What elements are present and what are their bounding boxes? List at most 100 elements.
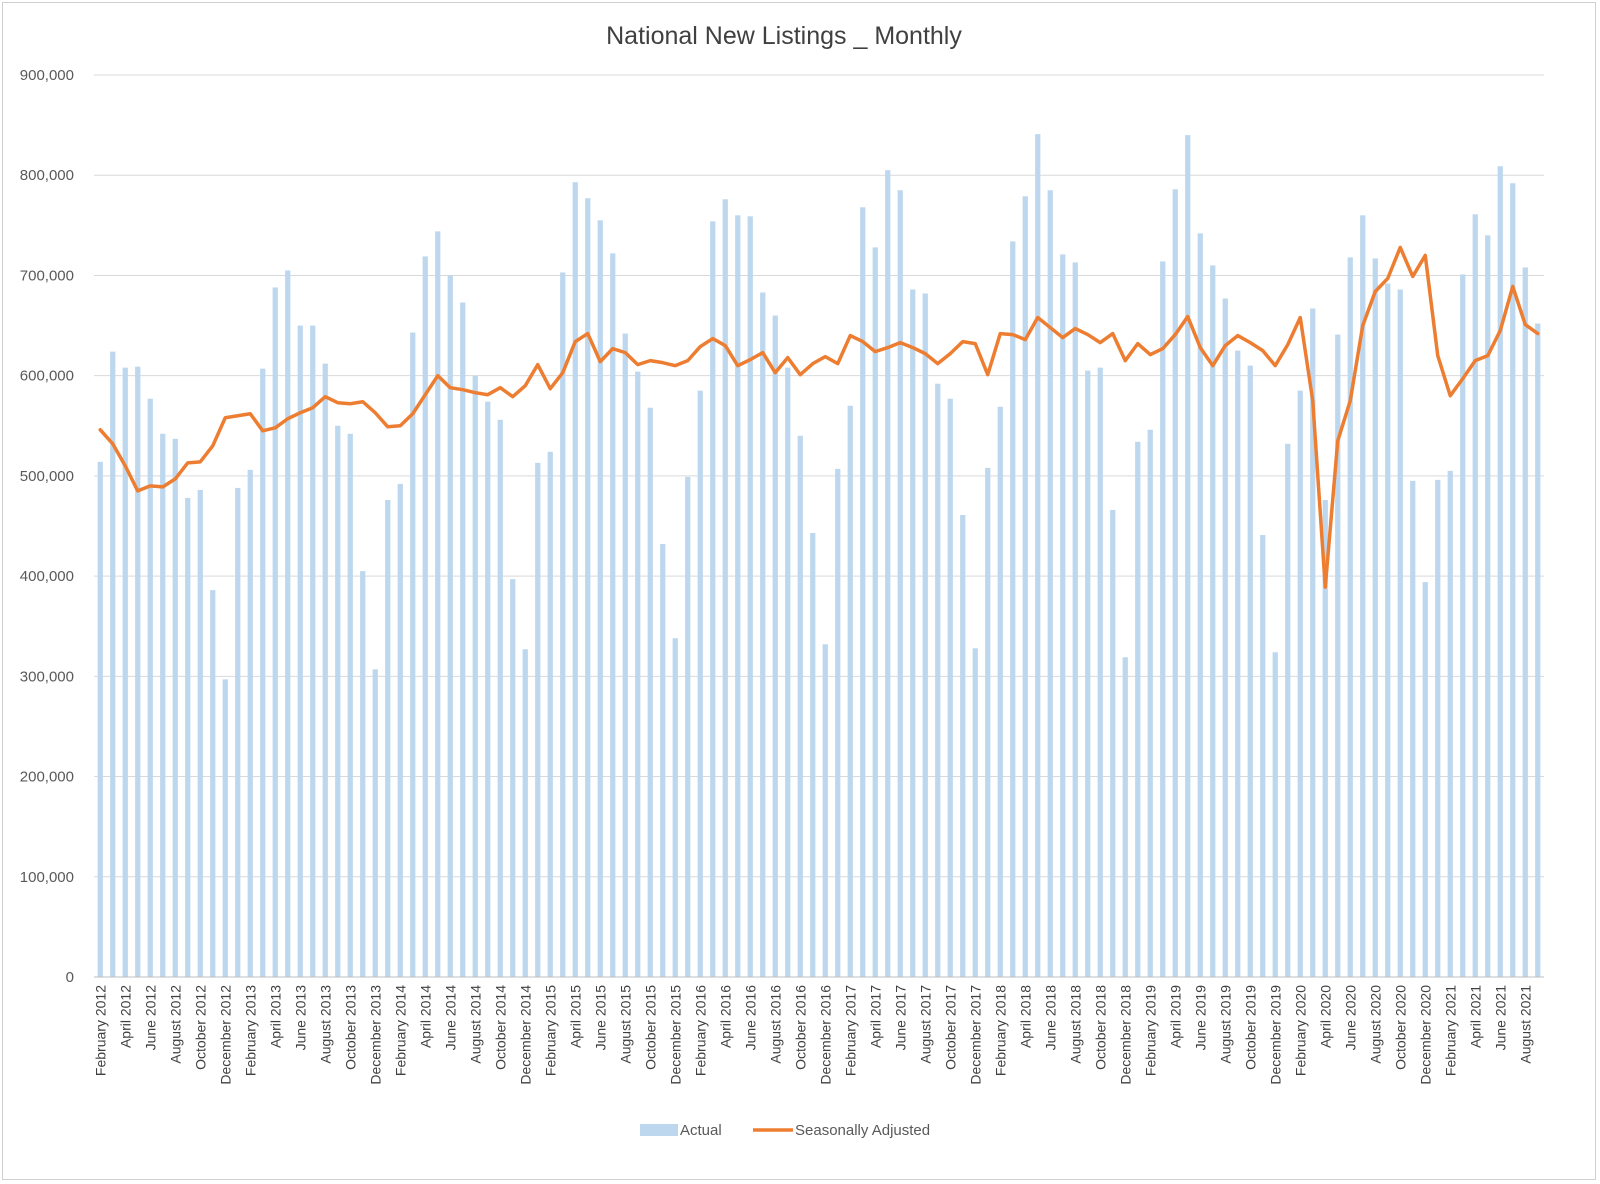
actual-bars — [97, 134, 1541, 978]
x-tick-label: August 2012 — [167, 985, 183, 1064]
x-tick-label: October 2019 — [1242, 985, 1258, 1070]
x-tick-label: August 2018 — [1067, 985, 1083, 1064]
bar-actual — [1260, 535, 1266, 977]
bar-actual — [1385, 283, 1391, 977]
y-tick-label: 100,000 — [20, 869, 74, 886]
x-tick-label: June 2013 — [292, 985, 308, 1051]
bar-actual — [1397, 289, 1403, 977]
bar-actual — [1297, 390, 1303, 977]
x-tick-label: August 2013 — [317, 985, 333, 1064]
bar-actual — [985, 467, 991, 977]
bar-actual — [972, 648, 978, 977]
bar-actual — [797, 435, 803, 977]
x-tick-label: April 2014 — [417, 985, 433, 1048]
bar-actual — [960, 514, 966, 977]
bar-actual — [560, 272, 566, 978]
bar-actual — [1197, 233, 1203, 978]
bar-actual — [597, 220, 603, 978]
x-tick-label: June 2020 — [1342, 985, 1358, 1051]
x-tick-label: February 2021 — [1442, 985, 1458, 1076]
bar-actual — [885, 170, 891, 977]
bar-actual — [122, 367, 128, 977]
bar-actual — [1535, 323, 1541, 977]
x-tick-label: June 2015 — [592, 985, 608, 1051]
bar-actual — [1185, 135, 1191, 978]
bar-actual — [897, 190, 903, 977]
bar-actual — [1285, 443, 1291, 978]
x-tick-label: December 2012 — [217, 985, 233, 1085]
bar-actual — [472, 375, 478, 978]
bar-actual — [385, 499, 391, 977]
x-tick-label: August 2014 — [467, 985, 483, 1064]
x-tick-label: August 2021 — [1517, 985, 1533, 1064]
bar-actual — [860, 207, 866, 977]
y-tick-label: 700,000 — [20, 267, 74, 284]
x-tick-label: February 2017 — [842, 985, 858, 1076]
bar-actual — [1135, 441, 1141, 977]
bar-actual — [660, 544, 666, 977]
bar-actual — [910, 289, 916, 977]
bar-actual — [710, 221, 716, 977]
bar-actual — [785, 367, 791, 977]
x-tick-label: October 2014 — [492, 985, 508, 1070]
bar-actual — [1472, 214, 1478, 977]
bar-actual — [285, 270, 291, 977]
bar-actual — [510, 579, 516, 977]
x-tick-label: October 2015 — [642, 985, 658, 1070]
bar-actual — [1160, 261, 1166, 977]
bar-actual — [1335, 334, 1341, 977]
x-tick-label: October 2018 — [1092, 985, 1108, 1070]
bar-actual — [1085, 370, 1091, 978]
x-tick-label: December 2020 — [1417, 985, 1433, 1085]
bar-actual — [185, 497, 191, 977]
bar-actual — [1122, 657, 1128, 977]
x-tick-label: June 2012 — [142, 985, 158, 1051]
bar-actual — [1035, 134, 1041, 977]
x-tick-label: December 2013 — [367, 985, 383, 1085]
x-tick-label: December 2016 — [817, 985, 833, 1085]
bar-actual — [97, 461, 103, 977]
bar-actual — [1047, 190, 1053, 977]
y-tick-label: 500,000 — [20, 468, 74, 485]
bar-actual — [485, 401, 491, 977]
bar-actual — [935, 383, 941, 977]
x-tick-label: February 2020 — [1292, 985, 1308, 1076]
x-tick-label: February 2013 — [242, 985, 258, 1076]
bar-actual — [135, 366, 141, 977]
bar-actual — [1447, 470, 1453, 977]
bar-actual — [722, 199, 728, 977]
x-tick-label: August 2016 — [767, 985, 783, 1064]
bar-actual — [772, 315, 778, 977]
bar-actual — [160, 433, 166, 978]
bar-actual — [1435, 479, 1441, 977]
bar-actual — [460, 302, 466, 977]
x-tick-label: June 2018 — [1042, 985, 1058, 1051]
bar-actual — [547, 451, 553, 977]
bar-actual — [872, 247, 878, 978]
bar-actual — [572, 182, 578, 977]
bar-actual — [447, 275, 453, 977]
bar-actual — [435, 231, 441, 977]
x-tick-label: October 2016 — [792, 985, 808, 1070]
bar-actual — [1460, 274, 1466, 977]
bar-actual — [1347, 257, 1353, 978]
x-tick-label: April 2018 — [1017, 985, 1033, 1048]
bar-actual — [697, 390, 703, 977]
x-tick-label: December 2018 — [1117, 985, 1133, 1085]
bar-actual — [247, 469, 253, 977]
bar-actual — [747, 216, 753, 977]
bar-actual — [1360, 215, 1366, 978]
bar-actual — [685, 476, 691, 977]
x-tick-label: October 2020 — [1392, 985, 1408, 1070]
y-tick-label: 400,000 — [20, 568, 74, 585]
y-tick-label: 0 — [66, 969, 74, 986]
bar-actual — [1072, 262, 1078, 978]
bar-actual — [372, 669, 378, 977]
y-tick-label: 200,000 — [20, 769, 74, 786]
bar-actual — [1222, 298, 1228, 977]
bar-actual — [847, 405, 853, 977]
x-tick-label: April 2019 — [1167, 985, 1183, 1048]
y-tick-label: 300,000 — [20, 668, 74, 685]
bar-actual — [197, 489, 203, 977]
bar-actual — [1235, 350, 1241, 978]
